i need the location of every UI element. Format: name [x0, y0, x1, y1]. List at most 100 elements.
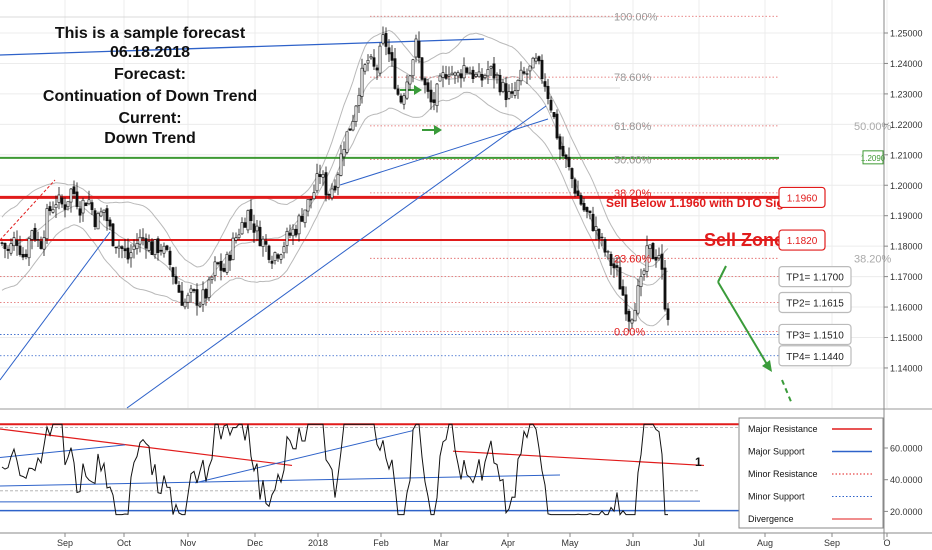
candle-up: [129, 252, 133, 259]
fib-label: 23.60%: [614, 253, 652, 265]
candle-down: [75, 191, 79, 207]
candle-down: [396, 88, 400, 95]
candle-down: [423, 78, 427, 86]
candle-up: [225, 253, 229, 273]
candle-down: [63, 204, 67, 210]
time-tick-label: Mar: [433, 538, 449, 548]
resistance-dashed-left: [0, 179, 56, 241]
osc-tick-label: 40.0000: [890, 475, 923, 485]
candle-up: [468, 72, 472, 75]
candle-down: [159, 249, 163, 252]
candle-up: [30, 230, 34, 240]
candle-down: [120, 246, 124, 249]
candle-up: [630, 319, 634, 324]
labels-layer: This is a sample forecast 06.18.2018 Forec…: [43, 11, 892, 367]
major-support-trendline-top: [0, 38, 485, 56]
candle-up: [474, 73, 478, 77]
candle-up: [657, 255, 661, 259]
candle-down: [318, 174, 322, 177]
candle-up: [513, 90, 517, 96]
tp-tag-3: TP3= 1.1510: [786, 330, 844, 341]
candle-down: [480, 73, 484, 81]
candle-down: [498, 74, 502, 93]
candle-up: [453, 72, 457, 76]
candle-up: [54, 204, 58, 209]
arrow-head-icon: [762, 360, 772, 372]
fib-label: 78.60%: [614, 72, 652, 84]
candle-up: [255, 225, 259, 232]
candle-up: [162, 245, 166, 254]
divergence-line-1: [0, 428, 293, 467]
time-tick-label: Jun: [626, 538, 641, 548]
candle-down: [216, 262, 220, 265]
price-tick-label: 1.20000: [890, 181, 923, 191]
candle-down: [15, 240, 19, 246]
time-tick-label: Dec: [247, 538, 264, 548]
candle-down: [444, 74, 448, 79]
sell-zone-text: Sell Zone: [704, 230, 784, 250]
candle-up: [606, 251, 610, 253]
candle-down: [78, 208, 82, 216]
candle-down: [615, 265, 619, 268]
resistance-tag-2-box: [778, 229, 826, 251]
candle-up: [147, 241, 151, 251]
candle-up: [351, 121, 355, 131]
candle-up: [360, 67, 364, 97]
candle-down: [624, 294, 628, 315]
major-support-trendline-long: [126, 105, 547, 409]
projection-arrow-up: [717, 265, 727, 283]
candle-down: [543, 81, 547, 87]
fib-label: 61.80%: [614, 121, 652, 133]
candle-up: [285, 231, 289, 246]
candle-up: [102, 209, 106, 213]
candle-down: [264, 241, 268, 245]
osc-support-line-2: [0, 500, 701, 503]
candle-up: [594, 226, 598, 232]
candle-up: [336, 174, 340, 188]
tp-tag-4: TP4= 1.1440: [786, 352, 844, 363]
candle-down: [492, 63, 496, 79]
candle-up: [366, 60, 370, 64]
candle-down: [39, 241, 43, 249]
candle-down: [384, 33, 388, 47]
candle-down: [114, 246, 118, 249]
candle-up: [462, 65, 466, 79]
candle-up: [99, 211, 103, 217]
candle-up: [357, 94, 361, 106]
candle-down: [33, 227, 37, 240]
candle-up: [456, 72, 460, 77]
candle-up: [231, 237, 235, 261]
time-tick-label: Sep: [824, 538, 840, 548]
candle-up: [525, 73, 529, 75]
osc-tick-label: 20.0000: [890, 507, 923, 517]
candle-up: [42, 237, 46, 250]
tp-tag-1: TP1= 1.1700: [786, 273, 844, 284]
candle-up: [189, 288, 193, 293]
candle-down: [324, 172, 328, 196]
candle-up: [648, 244, 652, 249]
fib-label: 38.20%: [614, 188, 652, 200]
time-tick-label: May: [561, 538, 579, 548]
candle-up: [312, 192, 316, 200]
candle-down: [393, 58, 397, 89]
candle-down: [663, 267, 667, 310]
time-tick-label: Sep: [57, 538, 73, 548]
candle-down: [219, 261, 223, 271]
candle-down: [48, 206, 52, 212]
candle-up: [207, 279, 211, 298]
candle-down: [309, 198, 313, 201]
candle-down: [180, 290, 184, 306]
candle-down: [90, 202, 94, 211]
candle-down: [3, 242, 7, 250]
candle-down: [465, 67, 469, 73]
legend-label: Major Support: [748, 447, 805, 457]
arrow-right-icon: [434, 125, 442, 135]
time-tick-label: Oct: [117, 538, 132, 548]
candle-down: [141, 237, 145, 239]
legend-label: Divergence: [748, 514, 794, 524]
candle-down: [150, 241, 154, 255]
osc-tick-label: 60.0000: [890, 444, 923, 454]
candle-down: [144, 238, 148, 249]
candle-up: [183, 301, 187, 308]
